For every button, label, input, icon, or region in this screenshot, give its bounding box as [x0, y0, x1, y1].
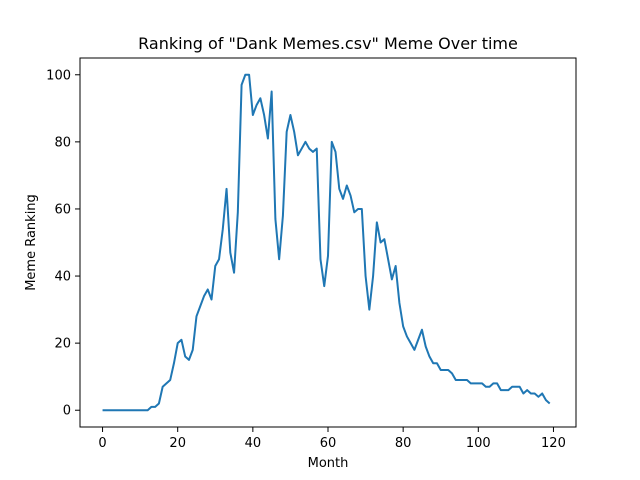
x-tick-label: 40	[245, 436, 262, 451]
x-axis-label: Month	[308, 456, 349, 471]
y-axis-label: Meme Ranking	[24, 194, 39, 291]
x-tick-label: 60	[320, 436, 337, 451]
x-tick-label: 100	[466, 436, 491, 451]
x-tick-label: 120	[541, 436, 566, 451]
y-tick-label: 100	[46, 68, 71, 83]
y-tick-label: 20	[54, 337, 71, 352]
axes-frame	[79, 57, 577, 428]
chart-title: Ranking of "Dank Memes.csv" Meme Over ti…	[138, 34, 518, 53]
y-axis: 0 20 40 60 80 100	[46, 68, 80, 419]
series-line-0	[102, 73, 551, 412]
y-tick-label: 40	[54, 270, 71, 285]
x-tick-label: 20	[169, 436, 186, 451]
plot-area	[102, 73, 551, 412]
y-tick-label: 0	[63, 404, 71, 419]
y-tick-label: 60	[54, 202, 71, 217]
x-axis: 0 20 40 60 80 100 120	[98, 427, 566, 451]
x-tick-label: 0	[98, 436, 106, 451]
x-tick-label: 80	[395, 436, 412, 451]
y-tick-label: 80	[54, 135, 71, 150]
